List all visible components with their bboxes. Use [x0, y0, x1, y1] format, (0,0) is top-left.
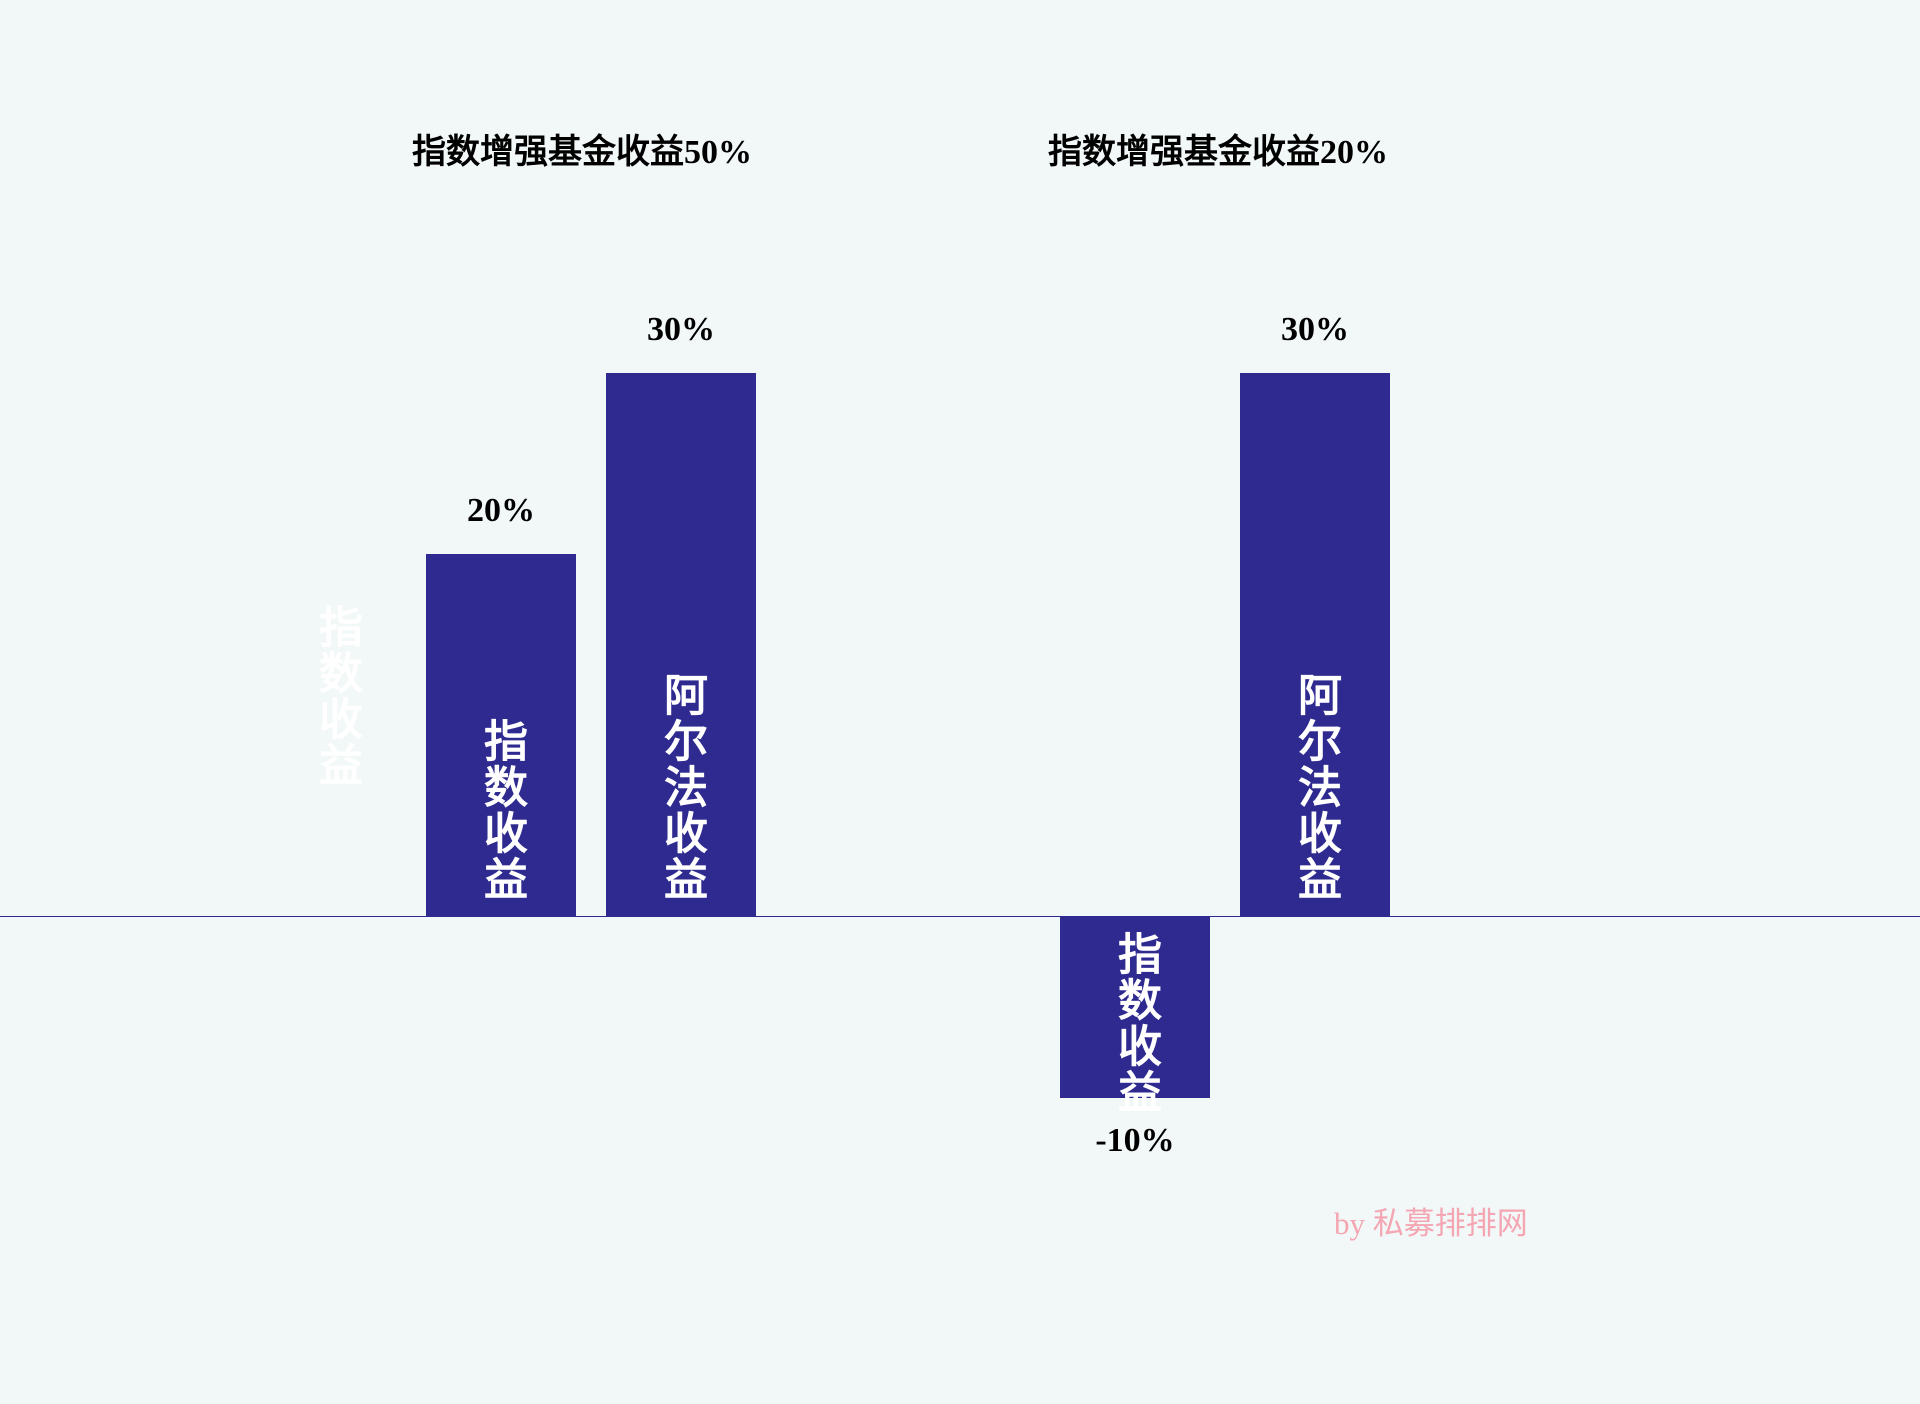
bar-value-label: 30% [647, 311, 715, 349]
group-title: 指数增强基金收益20% [1048, 124, 1388, 173]
group-title: 指数增强基金收益50% [412, 124, 752, 173]
attribution-text: by 私募排排网 [1334, 1198, 1528, 1243]
chart-canvas: 指数收益 by 私募排排网 指数增强基金收益50%指数收益20%阿尔法收益30%… [0, 0, 1920, 1404]
zero-baseline [0, 916, 1920, 917]
bar-value-label: 30% [1281, 311, 1349, 349]
side-axis-label: 指数收益 [314, 604, 358, 788]
bar-value-label: 20% [467, 492, 535, 530]
bar-inner-label: 阿尔法收益 [659, 672, 703, 902]
bar: 指数收益-10% [1060, 917, 1210, 1098]
bar-inner-label: 阿尔法收益 [1293, 672, 1337, 902]
bar-value-label: -10% [1095, 1122, 1174, 1160]
side-axis-label-text: 指数收益 [312, 604, 361, 788]
bar: 阿尔法收益30% [1240, 373, 1390, 916]
bar: 阿尔法收益30% [606, 373, 756, 916]
bar-inner-label: 指数收益 [479, 718, 523, 902]
bar-inner-label: 指数收益 [1113, 931, 1157, 1115]
attribution-text-value: by 私募排排网 [1334, 1206, 1528, 1241]
bar: 指数收益20% [426, 554, 576, 916]
